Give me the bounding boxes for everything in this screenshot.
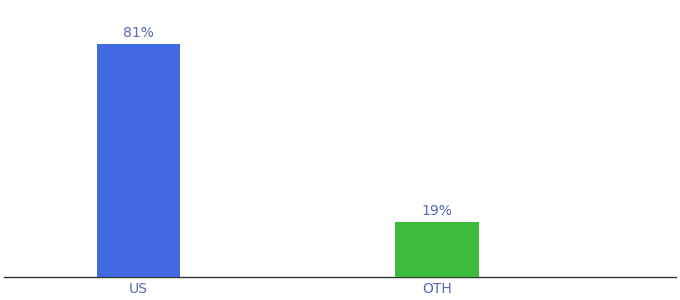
Bar [395,222,479,277]
Bar [97,44,180,277]
Text: 19%: 19% [422,204,452,218]
Text: 81%: 81% [123,26,154,40]
